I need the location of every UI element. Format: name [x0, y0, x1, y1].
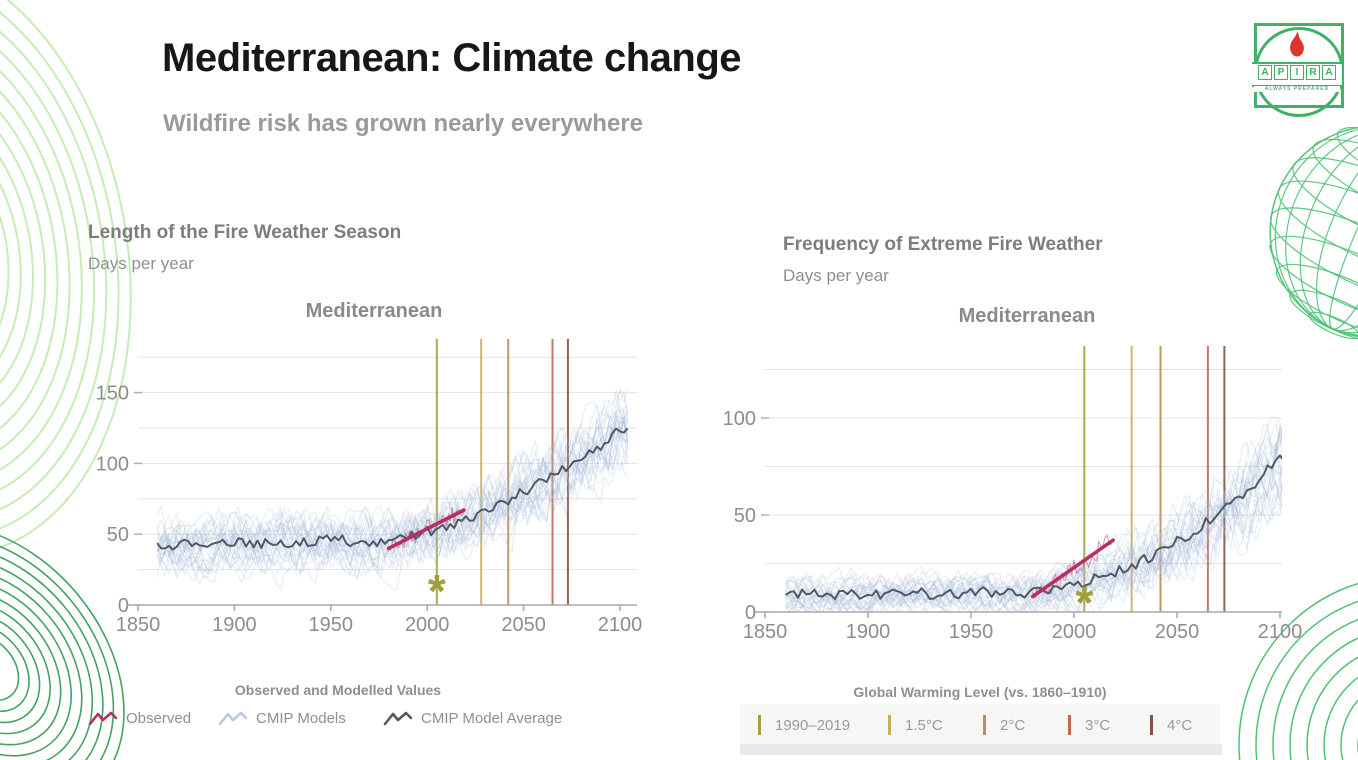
svg-text:1900: 1900	[846, 621, 891, 643]
svg-text:100: 100	[723, 408, 756, 430]
svg-text:2000: 2000	[405, 614, 450, 636]
svg-text:0: 0	[118, 595, 129, 617]
legend-label: 3°C	[1085, 716, 1111, 734]
svg-text:*: *	[428, 565, 446, 617]
legend-label: 2°C	[1000, 716, 1026, 734]
line-sample-icon	[218, 711, 248, 725]
svg-text:2050: 2050	[1155, 621, 1200, 643]
legend-label: CMIP Model Average	[421, 710, 563, 727]
extreme-fire-weather-plot: * 1850 1900 1950 2000 2050 2100 0 50 100	[723, 346, 1303, 643]
chart-unit-label: Days per year	[88, 254, 194, 273]
svg-text:100: 100	[96, 453, 129, 475]
legend-label: 1990–2019	[775, 716, 851, 734]
logo-letter: R	[1306, 65, 1320, 80]
tick-sample-icon	[1150, 715, 1153, 735]
svg-text:2100: 2100	[598, 614, 643, 636]
svg-text:2000: 2000	[1052, 621, 1097, 643]
fire-weather-season-plot: * 1850 1900 1950 2000 2050 2100 0 50 100 150	[96, 339, 643, 636]
chart-unit-label: Days per year	[783, 266, 889, 285]
apira-logo: A P I R A ALWAYS PREPARED	[1248, 18, 1348, 118]
chart-heading-extreme-fire-weather: Frequency of Extreme Fire Weather	[783, 234, 1103, 255]
tick-sample-icon	[888, 715, 891, 735]
svg-text:1950: 1950	[949, 621, 994, 643]
svg-text:150: 150	[96, 383, 129, 405]
svg-text:1950: 1950	[309, 614, 354, 636]
svg-text:1900: 1900	[212, 614, 257, 636]
legend-item-cmip-models: CMIP Models	[218, 710, 346, 727]
legend-label: CMIP Models	[256, 710, 346, 727]
svg-text:1850: 1850	[743, 621, 788, 643]
svg-text:2050: 2050	[501, 614, 545, 636]
logo-letter: A	[1322, 65, 1336, 80]
gwl-legend-baseline-strip	[740, 744, 1222, 755]
legend-label: 1.5°C	[905, 716, 943, 734]
logo-letter: P	[1274, 65, 1288, 80]
svg-text:1850: 1850	[116, 614, 161, 636]
line-sample-icon	[88, 711, 118, 725]
legend-label: Observed	[126, 710, 192, 727]
legend-global-warming-level: Global Warming Level (vs. 1860–1910) 199…	[740, 682, 1222, 756]
legend-title: Observed and Modelled Values	[234, 682, 442, 698]
tick-sample-icon	[758, 715, 761, 735]
chart-heading-fire-weather-season: Length of the Fire Weather Season	[88, 222, 402, 243]
legend-item-1-5c: 1.5°C	[888, 715, 943, 735]
chart-panel-title: Mediterranean	[958, 305, 1096, 327]
tick-sample-icon	[1068, 715, 1071, 735]
logo-wordmark: A P I R A	[1256, 65, 1338, 80]
svg-text:2100: 2100	[1258, 621, 1303, 643]
logo-tagline: ALWAYS PREPARED	[1254, 86, 1340, 92]
logo-letter: A	[1258, 65, 1272, 80]
svg-text:*: *	[1075, 576, 1093, 628]
legend-item-cmip-model-average: CMIP Model Average	[383, 710, 562, 727]
svg-text:50: 50	[734, 505, 756, 527]
tick-sample-icon	[983, 715, 986, 735]
legend-item-4c: 4°C	[1150, 715, 1192, 735]
slide-subtitle: Wildfire risk has grown nearly everywher…	[163, 110, 643, 137]
legend-title: Global Warming Level (vs. 1860–1910)	[853, 684, 1107, 700]
legend-item-3c: 3°C	[1068, 715, 1110, 735]
legend-item-2c: 2°C	[983, 715, 1025, 735]
slide-title: Mediterranean: Climate change	[162, 36, 742, 80]
svg-text:50: 50	[107, 524, 129, 546]
gwl-legend-strip	[740, 704, 1220, 746]
legend-observed-modelled: Observed and Modelled Values Observed CM…	[88, 680, 588, 742]
flame-icon	[1290, 31, 1304, 57]
legend-item-1990-2019: 1990–2019	[758, 715, 850, 735]
chart-panel-title: Mediterranean	[305, 300, 443, 322]
svg-text:0: 0	[745, 602, 756, 624]
legend-label: 4°C	[1167, 716, 1193, 734]
line-sample-icon	[383, 711, 413, 725]
logo-letter: I	[1290, 65, 1304, 80]
legend-item-observed: Observed	[88, 710, 191, 727]
